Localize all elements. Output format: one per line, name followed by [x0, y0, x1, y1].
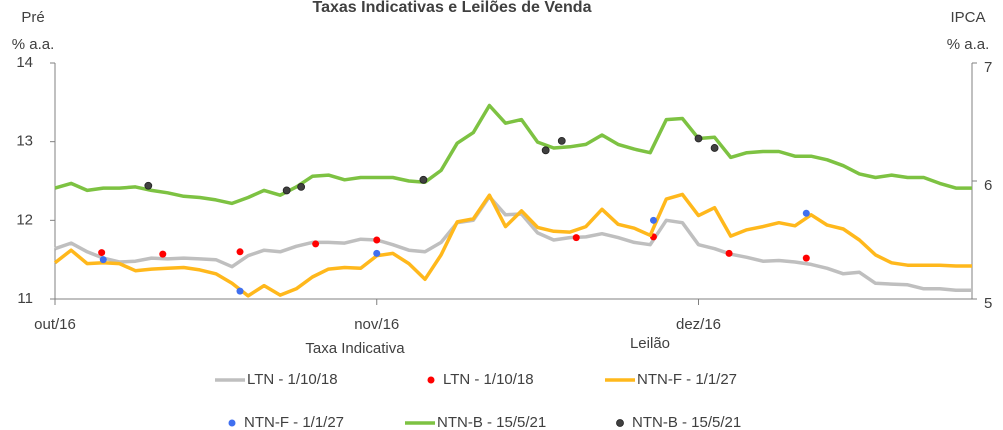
legend-label: NTN-B - 15/5/21	[632, 414, 741, 430]
y-tick-label: 14	[16, 54, 33, 71]
data-point	[99, 256, 107, 264]
y-axis-label: % a.a.	[12, 36, 55, 53]
y2-axis-label: % a.a.	[947, 36, 990, 53]
y-axis-label: Pré	[21, 9, 44, 26]
data-line	[54, 194, 972, 293]
data-point	[373, 249, 381, 257]
data-point	[541, 146, 550, 155]
data-point	[282, 186, 291, 195]
y2-tick-label: 5	[984, 295, 992, 312]
legend-swatch	[616, 419, 624, 427]
data-point	[694, 134, 703, 143]
data-line	[53, 192, 972, 298]
data-point	[297, 182, 306, 191]
x-tick-label: out/16	[34, 316, 76, 333]
y-tick-label: 11	[17, 290, 33, 307]
data-point	[373, 236, 381, 244]
data-point	[710, 144, 719, 152]
x-tick-label: nov/16	[354, 316, 399, 333]
legend-group: Leilão	[630, 335, 670, 352]
data-point	[312, 240, 320, 248]
data-point	[419, 175, 428, 184]
legend-label: LTN - 1/10/18	[247, 371, 338, 388]
y-tick-label: 13	[16, 133, 33, 150]
data-point	[725, 249, 733, 257]
y2-tick-label: 6	[984, 177, 992, 194]
data-point	[159, 250, 167, 258]
legend-group: Taxa Indicativa	[305, 340, 405, 357]
data-line	[54, 103, 972, 206]
legend-label: NTN-F - 1/1/27	[244, 414, 344, 430]
data-point	[236, 287, 244, 295]
y2-tick-label: 7	[984, 59, 992, 76]
y2-axis-label: IPCA	[950, 9, 985, 26]
chart-title: Taxas Indicativas e Leilões de Venda	[313, 0, 592, 16]
data-point	[144, 181, 153, 190]
x-tick-label: dez/16	[676, 316, 721, 333]
legend-swatch	[228, 419, 236, 427]
y-tick-label: 12	[16, 211, 33, 228]
data-point	[572, 234, 580, 242]
data-point	[802, 254, 810, 262]
data-point	[557, 136, 566, 145]
legend-label: NTN-F - 1/1/27	[637, 371, 737, 388]
data-point	[98, 249, 106, 257]
legend-label: LTN - 1/10/18	[443, 371, 534, 388]
legend-label: NTN-B - 15/5/21	[437, 414, 546, 430]
data-point	[649, 216, 657, 224]
data-point	[236, 248, 244, 256]
legend-swatch	[427, 376, 435, 384]
data-point	[802, 209, 810, 217]
